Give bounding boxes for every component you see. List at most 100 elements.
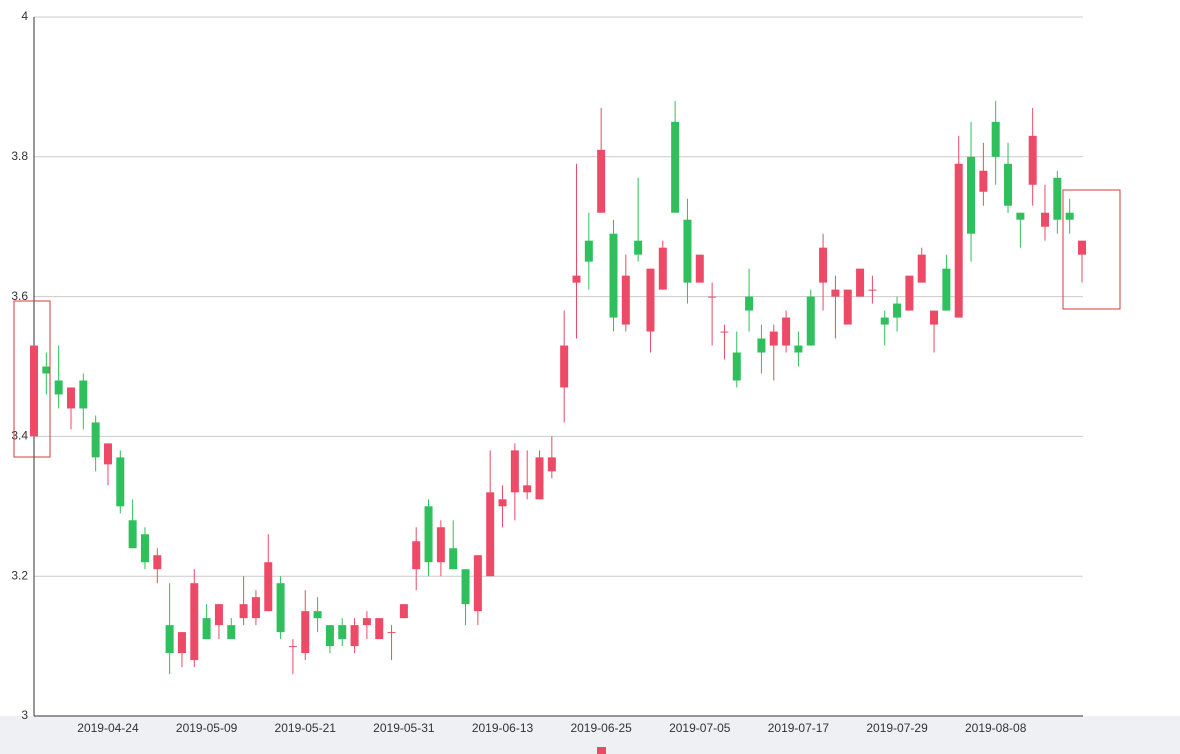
candle-body [42,366,51,374]
candle-body [54,380,63,395]
x-tick-label: 2019-05-09 [176,721,238,735]
x-tick-label: 2019-06-25 [570,721,632,735]
candle-body [214,604,223,626]
candle-body [116,457,125,507]
candle-body [338,625,347,640]
candle-body [79,380,88,409]
candle-body [288,646,297,648]
candle-body [967,156,976,234]
candle-body [399,604,408,619]
candle-body [560,345,569,388]
candle-body [1078,240,1086,255]
x-tick-label: 2019-06-13 [472,721,534,735]
candle-body [103,443,112,465]
candle-body [461,569,470,605]
candle-body [917,254,926,283]
candle-body [140,534,149,563]
candle-body [165,625,174,654]
candle-body [634,240,643,255]
candle-body [843,289,852,325]
candle-body [128,520,137,549]
y-tick-label: 3 [21,708,28,722]
x-tick-label: 2019-07-17 [768,721,830,735]
candle-body [424,506,433,563]
candle-body [794,345,803,353]
candle-body [782,317,791,346]
zoom-band [0,716,1180,754]
candle-body [905,275,914,311]
candle-body [979,170,988,192]
candle-body [510,450,519,493]
y-tick-label: 3.2 [11,568,28,582]
candle-body [375,618,384,640]
candle-body [609,233,618,318]
candle-body [942,268,951,311]
candle-body [523,485,532,493]
candle-body [30,345,38,437]
candle-body [880,317,889,325]
candle-body [350,625,359,647]
candle-body [930,310,939,325]
legend-swatch [597,747,606,754]
y-tick-label: 3.8 [11,149,28,163]
candle-body [720,331,729,333]
plot: 3 3.2 3.4 3.6 3.8 4 2019-04-24 2019-05-09 2019-0… [11,9,1086,735]
candle-body [153,555,162,570]
candle-body [683,219,692,283]
candle-body [177,632,186,654]
y-tick-label: 4 [21,9,28,23]
highlight-box [1062,189,1121,310]
candle-body [301,611,310,654]
candle-body [473,555,482,612]
candle-body [66,387,75,409]
candle-body [1016,212,1025,220]
candle-body [1028,135,1037,185]
candle-body [486,492,495,577]
candle-body [856,268,865,297]
candle-body [769,331,778,346]
candle-body [313,611,322,619]
x-tick-label: 2019-05-21 [275,721,337,735]
candle-body [387,632,396,634]
candle-body [239,604,248,619]
candle-body [535,457,544,500]
candle-body [893,303,902,318]
candle-body [1004,163,1013,206]
candle-body [547,457,556,472]
candle-body [276,583,285,633]
candle-body [757,338,766,353]
y-tick-label: 3.6 [11,289,28,303]
candle-body [227,625,236,640]
candle-body [671,121,680,213]
candle-body [412,541,421,570]
x-tick-label: 2019-07-05 [669,721,731,735]
x-tick-label: 2019-05-31 [373,721,435,735]
candle-body [572,275,581,283]
candle-body [498,499,507,507]
candle-body [251,597,260,619]
y-tick-label: 3.4 [11,429,28,443]
candle-body [584,240,593,262]
candle-body [449,548,458,570]
candle-body [868,289,877,291]
highlight-box [13,300,51,458]
candle-body [202,618,211,640]
candle-body [1065,212,1074,220]
candle-body [658,247,667,290]
candle-body [745,296,754,311]
candle-body [646,268,655,332]
candle-body [597,149,606,213]
candle-body [91,422,100,458]
candle-body [1053,177,1062,220]
candle-body [819,247,828,283]
candle-body [732,352,741,381]
candle-body [806,296,815,346]
x-tick-label: 2019-07-29 [866,721,928,735]
candle-body [621,275,630,325]
x-tick-label: 2019-04-24 [77,721,139,735]
candle-body [325,625,334,647]
candle-body [695,254,704,283]
candle-body [190,583,199,661]
